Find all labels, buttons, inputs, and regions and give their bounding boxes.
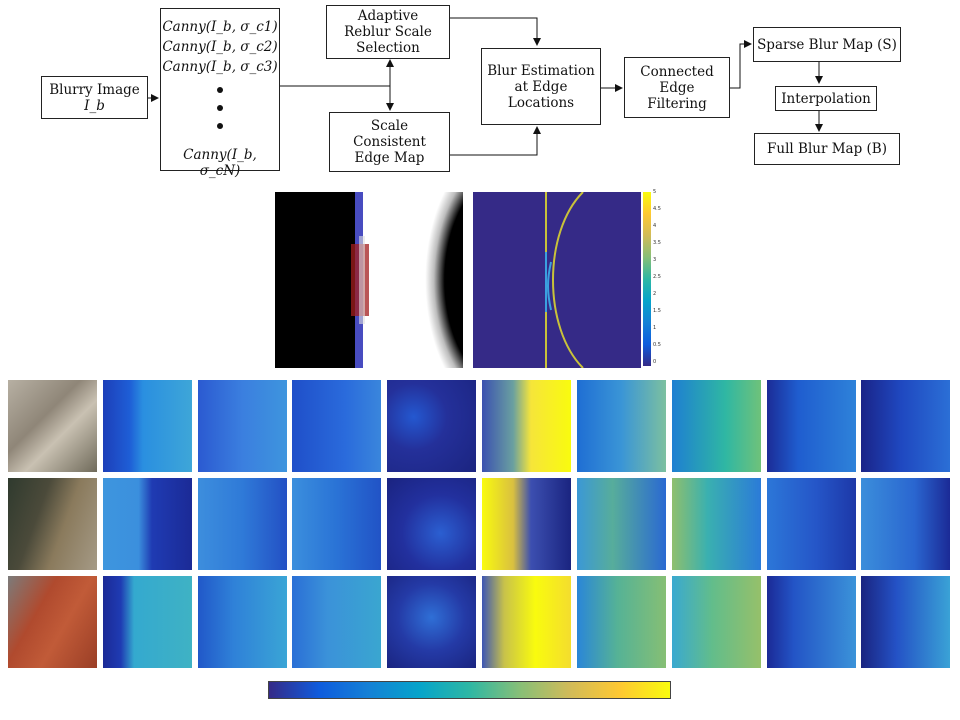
canny-row-2: Canny(I_b, σ_c2) (162, 39, 278, 55)
canny-box: Canny(I_b, σ_c1) Canny(I_b, σ_c2) Canny(… (160, 8, 280, 179)
demo-colorbar (643, 192, 651, 366)
synthetic-blur-map (473, 192, 641, 368)
scale-consistent-box: Scale Consistent Edge Map (329, 112, 450, 172)
blur-estimation-box: Blur Estimation at Edge Locations (481, 48, 601, 125)
colorbar-tick-label: 1.5 (653, 308, 661, 314)
connected-line-3: Filtering (647, 95, 707, 112)
full-blur-map-label: Full Blur Map (B) (767, 141, 887, 157)
canny-row-last: Canny(I_b, σ_cN) (183, 147, 257, 179)
blur-map-tile (292, 478, 381, 570)
adaptive-reblur-box: Adaptive Reblur Scale Selection (326, 5, 450, 59)
interpolation-box: Interpolation (775, 86, 877, 111)
blur-map-tile (198, 478, 287, 570)
colorbar-tick-label: 1 (653, 325, 657, 331)
interpolation-label: Interpolation (781, 90, 871, 107)
blur-map-tile (861, 380, 950, 472)
adaptive-line-2: Reblur Scale (344, 24, 432, 40)
colorbar-tick-label: 3.5 (653, 240, 661, 246)
blur-map-tile (482, 576, 571, 668)
blur-est-line-3: Locations (507, 94, 575, 111)
blur-map-tile (767, 576, 856, 668)
canny-row-3: Canny(I_b, σ_c3) (162, 59, 278, 75)
flow-arrows (148, 17, 823, 156)
ellipsis-dot (217, 105, 223, 111)
ellipsis-dot (217, 87, 223, 93)
blur-map-tile (767, 380, 856, 472)
canny-row-1: Canny(I_b, σ_c1) (162, 19, 278, 35)
colorbar-tick-label: 3 (653, 257, 657, 263)
blur-map-tile (861, 576, 950, 668)
blur-map-tile (577, 478, 666, 570)
colorbar-tick-label: 4.5 (653, 206, 661, 212)
blur-est-line-1: Blur Estimation (487, 62, 595, 79)
adaptive-line-3: Selection (356, 40, 420, 56)
blur-map-tile (292, 576, 381, 668)
connected-line-2: Edge (659, 79, 695, 96)
colorbar-tick-label: 0.5 (653, 342, 661, 348)
blur-map-tile (482, 380, 571, 472)
blurry-image-box: Blurry Image I_b (41, 76, 148, 119)
scale-line-1: Scale (370, 118, 409, 134)
input-photo-tile (8, 478, 97, 570)
blur-map-tile (103, 576, 192, 668)
colorbar-tick-label: 2.5 (653, 274, 661, 280)
blur-map-tile (198, 380, 287, 472)
blur-map-tile (387, 576, 476, 668)
blur-est-line-2: at Edge (514, 78, 568, 95)
scale-line-3: Edge Map (354, 150, 425, 166)
blur-map-tile (577, 576, 666, 668)
input-photo-tile (8, 576, 97, 668)
blurry-image-symbol: I_b (84, 97, 105, 114)
colorbar-tick-label: 2 (653, 291, 657, 297)
blur-map-tile (767, 478, 856, 570)
blur-map-tile (292, 380, 381, 472)
synthetic-input-image (275, 192, 463, 368)
sparse-blur-map-label: Sparse Blur Map (S) (757, 36, 897, 53)
full-blur-map-box: Full Blur Map (B) (754, 133, 900, 165)
scale-line-2: Consistent (353, 134, 426, 150)
blur-map-tile (672, 478, 761, 570)
connected-line-1: Connected (640, 63, 714, 80)
sparse-blur-map-box: Sparse Blur Map (S) (753, 27, 901, 62)
input-photo-tile (8, 380, 97, 472)
blur-map-tile (387, 380, 476, 472)
blur-map-tile (577, 380, 666, 472)
blur-map-tile (672, 380, 761, 472)
colorbar-tick-label: 0 (653, 359, 657, 365)
adaptive-line-1: Adaptive (357, 8, 419, 24)
blur-map-tile (103, 380, 192, 472)
ellipsis-dot (217, 123, 223, 129)
colorbar-tick-label: 5 (653, 189, 657, 195)
blurry-image-label: Blurry Image (49, 81, 140, 98)
blur-map-tile (103, 478, 192, 570)
blur-map-tile (861, 478, 950, 570)
blur-map-tile (198, 576, 287, 668)
blur-map-tile (482, 478, 571, 570)
colorbar-tick-label: 4 (653, 223, 657, 229)
blur-map-tile (387, 478, 476, 570)
blur-map-tile (672, 576, 761, 668)
connected-edge-box: Connected Edge Filtering (624, 57, 730, 118)
bottom-colorbar (268, 681, 671, 699)
